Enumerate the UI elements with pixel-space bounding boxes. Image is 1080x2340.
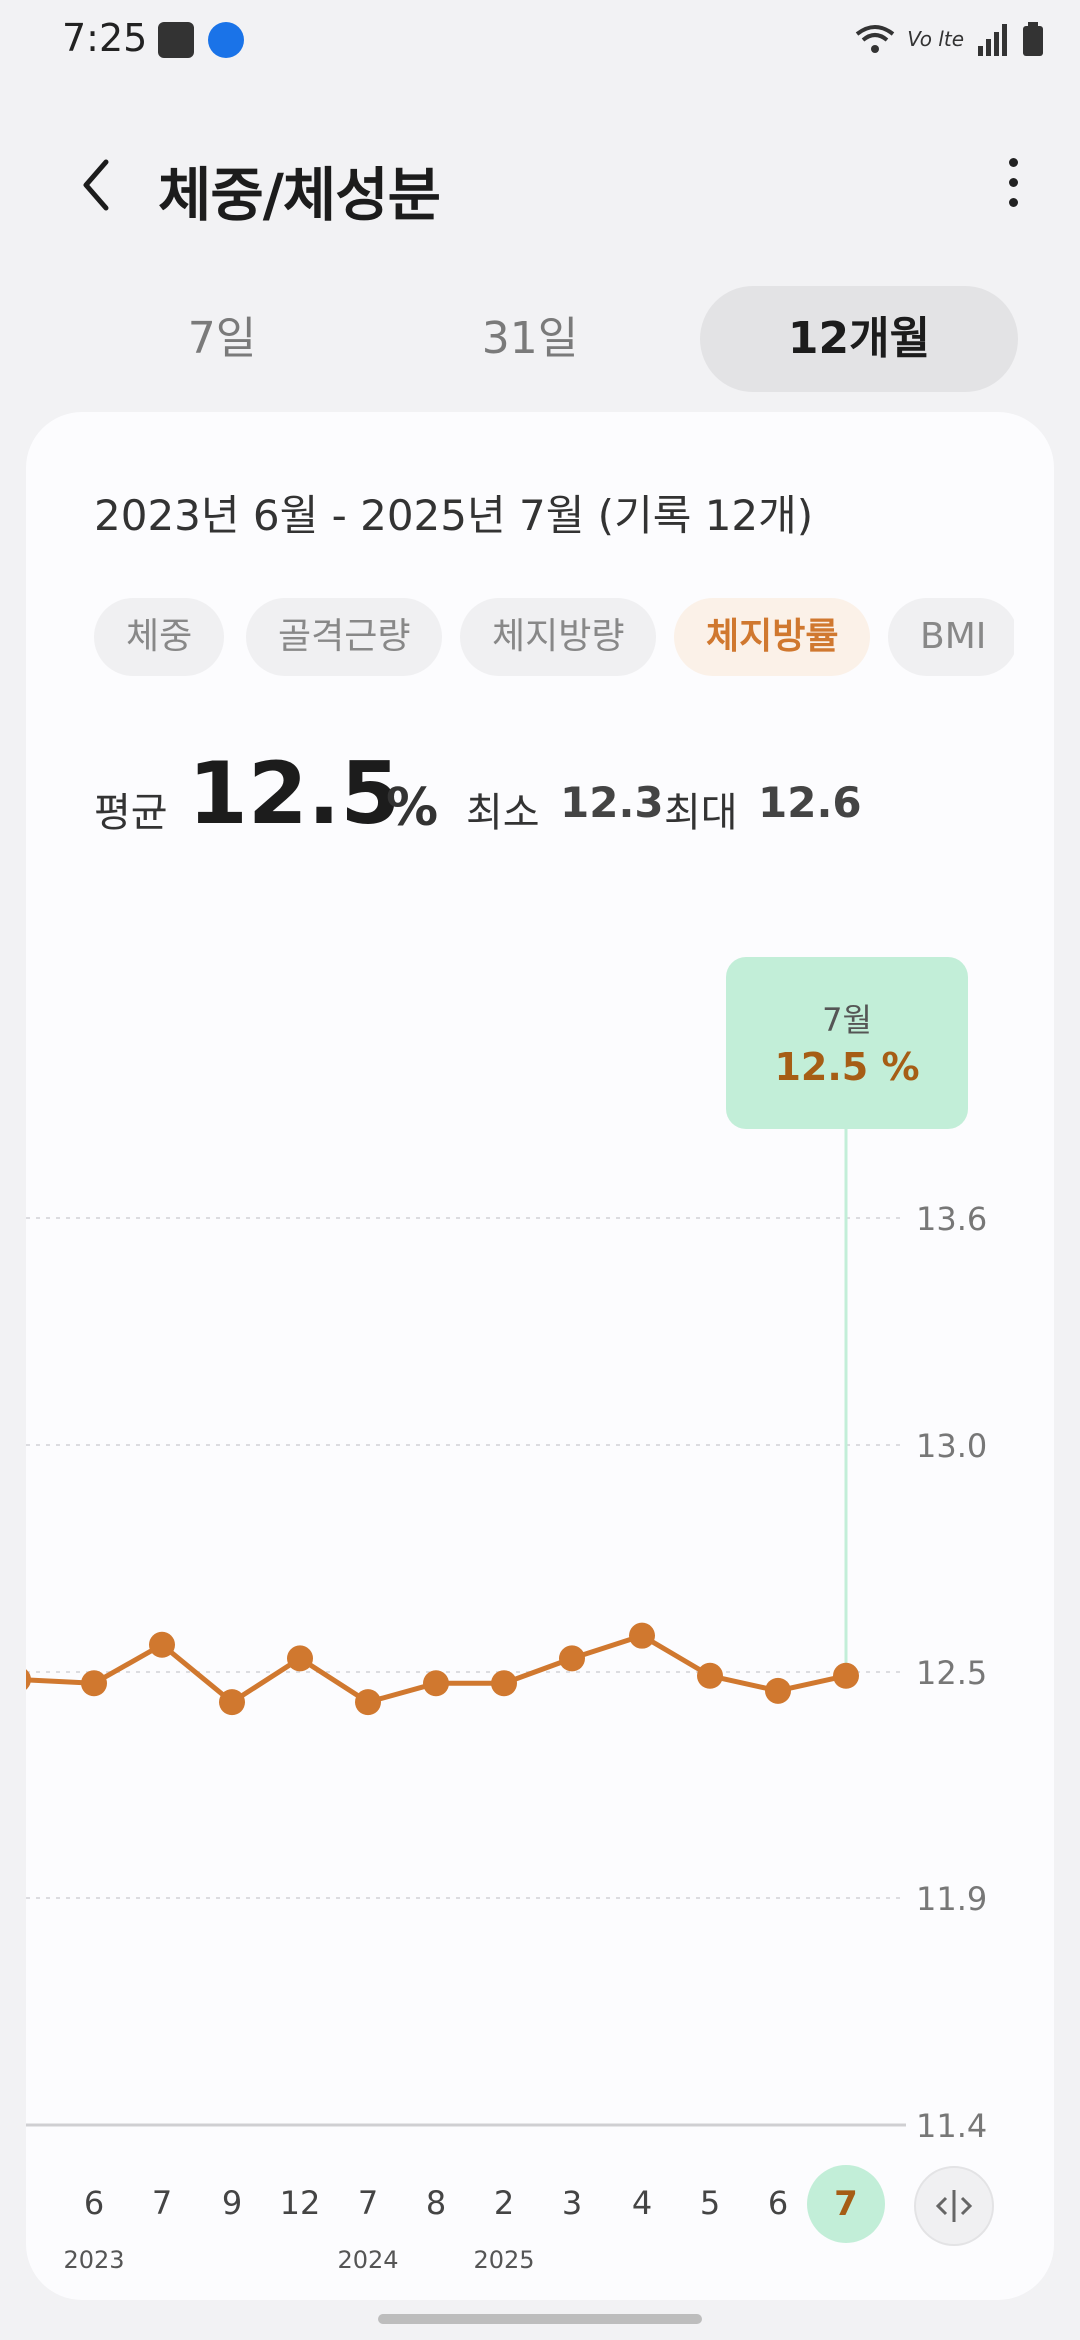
x-label[interactable]: 2 xyxy=(493,2184,515,2222)
avg-value: 12.5 xyxy=(188,744,401,844)
x-label[interactable]: 3 xyxy=(561,2184,583,2222)
tab-7-days[interactable]: 7일 xyxy=(187,313,257,364)
metric-chips: 체중 골격근량 체지방량 체지방률 BMI xyxy=(94,598,1014,678)
data-point[interactable] xyxy=(219,1689,245,1716)
tab-12-months[interactable]: 12개월 xyxy=(700,286,1018,392)
app-notification-icon xyxy=(208,22,244,58)
wifi-icon xyxy=(855,25,895,53)
period-tabs: 7일 31일 12개월 xyxy=(80,286,1018,392)
tab-31-days[interactable]: 31일 xyxy=(481,313,579,364)
chip-skeletal-muscle[interactable]: 골격근량 xyxy=(246,598,443,676)
x-label[interactable]: 9 xyxy=(221,2184,243,2222)
data-point[interactable] xyxy=(491,1670,517,1697)
data-point[interactable] xyxy=(149,1631,175,1658)
more-options-icon[interactable] xyxy=(1000,158,1026,218)
avg-label: 평균 xyxy=(94,790,168,836)
tooltip-month: 7월 xyxy=(822,1001,872,1039)
app-header: 체중/체성분 xyxy=(0,140,1080,230)
data-point[interactable] xyxy=(697,1662,723,1689)
x-year-label: 2025 xyxy=(473,2246,535,2274)
data-point[interactable] xyxy=(765,1677,791,1704)
expand-horizontal-icon xyxy=(935,2190,973,2222)
tooltip-value: 12.5 % xyxy=(774,1045,920,1089)
chip-body-fat-percent[interactable]: 체지방률 xyxy=(674,598,871,676)
value-tooltip: 7월 12.5 % xyxy=(726,957,968,1129)
data-point[interactable] xyxy=(355,1689,381,1716)
data-point[interactable] xyxy=(559,1645,585,1672)
y-tick-label: 12.5 xyxy=(916,1654,987,1692)
x-label[interactable]: 4 xyxy=(631,2184,653,2222)
gallery-icon xyxy=(158,22,194,58)
x-label[interactable]: 5 xyxy=(699,2184,721,2222)
y-tick-label: 13.0 xyxy=(916,1427,987,1465)
home-indicator xyxy=(378,2314,702,2324)
chip-weight[interactable]: 체중 xyxy=(94,598,225,676)
battery-icon xyxy=(1023,22,1043,56)
x-label[interactable]: 6 xyxy=(83,2184,105,2222)
chart-card: 2023년 6월 - 2025년 7월 (기록 12개) 체중 골격근량 체지방… xyxy=(26,412,1054,2300)
min-value: 12.3 xyxy=(560,778,664,827)
x-label[interactable]: 6 xyxy=(767,2184,789,2222)
x-year-label: 2023 xyxy=(63,2246,125,2274)
x-year-label: 2024 xyxy=(337,2246,399,2274)
y-tick-label: 13.6 xyxy=(916,1200,987,1238)
y-tick-label: 11.9 xyxy=(916,1880,987,1918)
expand-chart-button[interactable] xyxy=(914,2166,994,2246)
line-chart[interactable]: 13.6 13.0 12.5 11.9 11.4 xyxy=(26,412,1054,2300)
data-point[interactable] xyxy=(26,1667,31,1693)
data-point[interactable] xyxy=(423,1670,449,1697)
x-label[interactable]: 12 xyxy=(279,2184,321,2222)
back-arrow-icon[interactable] xyxy=(70,150,130,220)
data-point[interactable] xyxy=(833,1662,859,1689)
chip-bmi[interactable]: BMI xyxy=(888,598,1014,676)
x-label[interactable]: 7 xyxy=(357,2184,379,2222)
chip-body-fat-mass[interactable]: 체지방량 xyxy=(460,598,657,676)
data-point[interactable] xyxy=(81,1670,107,1697)
date-range: 2023년 6월 - 2025년 7월 (기록 12개) xyxy=(94,491,814,540)
y-tick-label: 11.4 xyxy=(916,2107,987,2145)
page-title: 체중/체성분 xyxy=(158,161,441,229)
status-bar: 7:25 Vo lte xyxy=(0,0,1080,80)
max-label: 최대 xyxy=(664,790,738,836)
data-point[interactable] xyxy=(629,1622,655,1649)
volte-label: Vo lte xyxy=(907,27,964,51)
max-value: 12.6 xyxy=(758,778,862,827)
signal-icon xyxy=(978,24,1007,56)
avg-unit: % xyxy=(386,778,439,838)
x-label[interactable]: 7 xyxy=(151,2184,173,2222)
status-time: 7:25 xyxy=(62,16,148,60)
x-label-selected[interactable]: 7 xyxy=(807,2165,885,2243)
x-label[interactable]: 8 xyxy=(425,2184,447,2222)
data-point[interactable] xyxy=(287,1645,313,1672)
x-label[interactable]: 9 xyxy=(26,2184,48,2222)
min-label: 최소 xyxy=(466,790,540,836)
